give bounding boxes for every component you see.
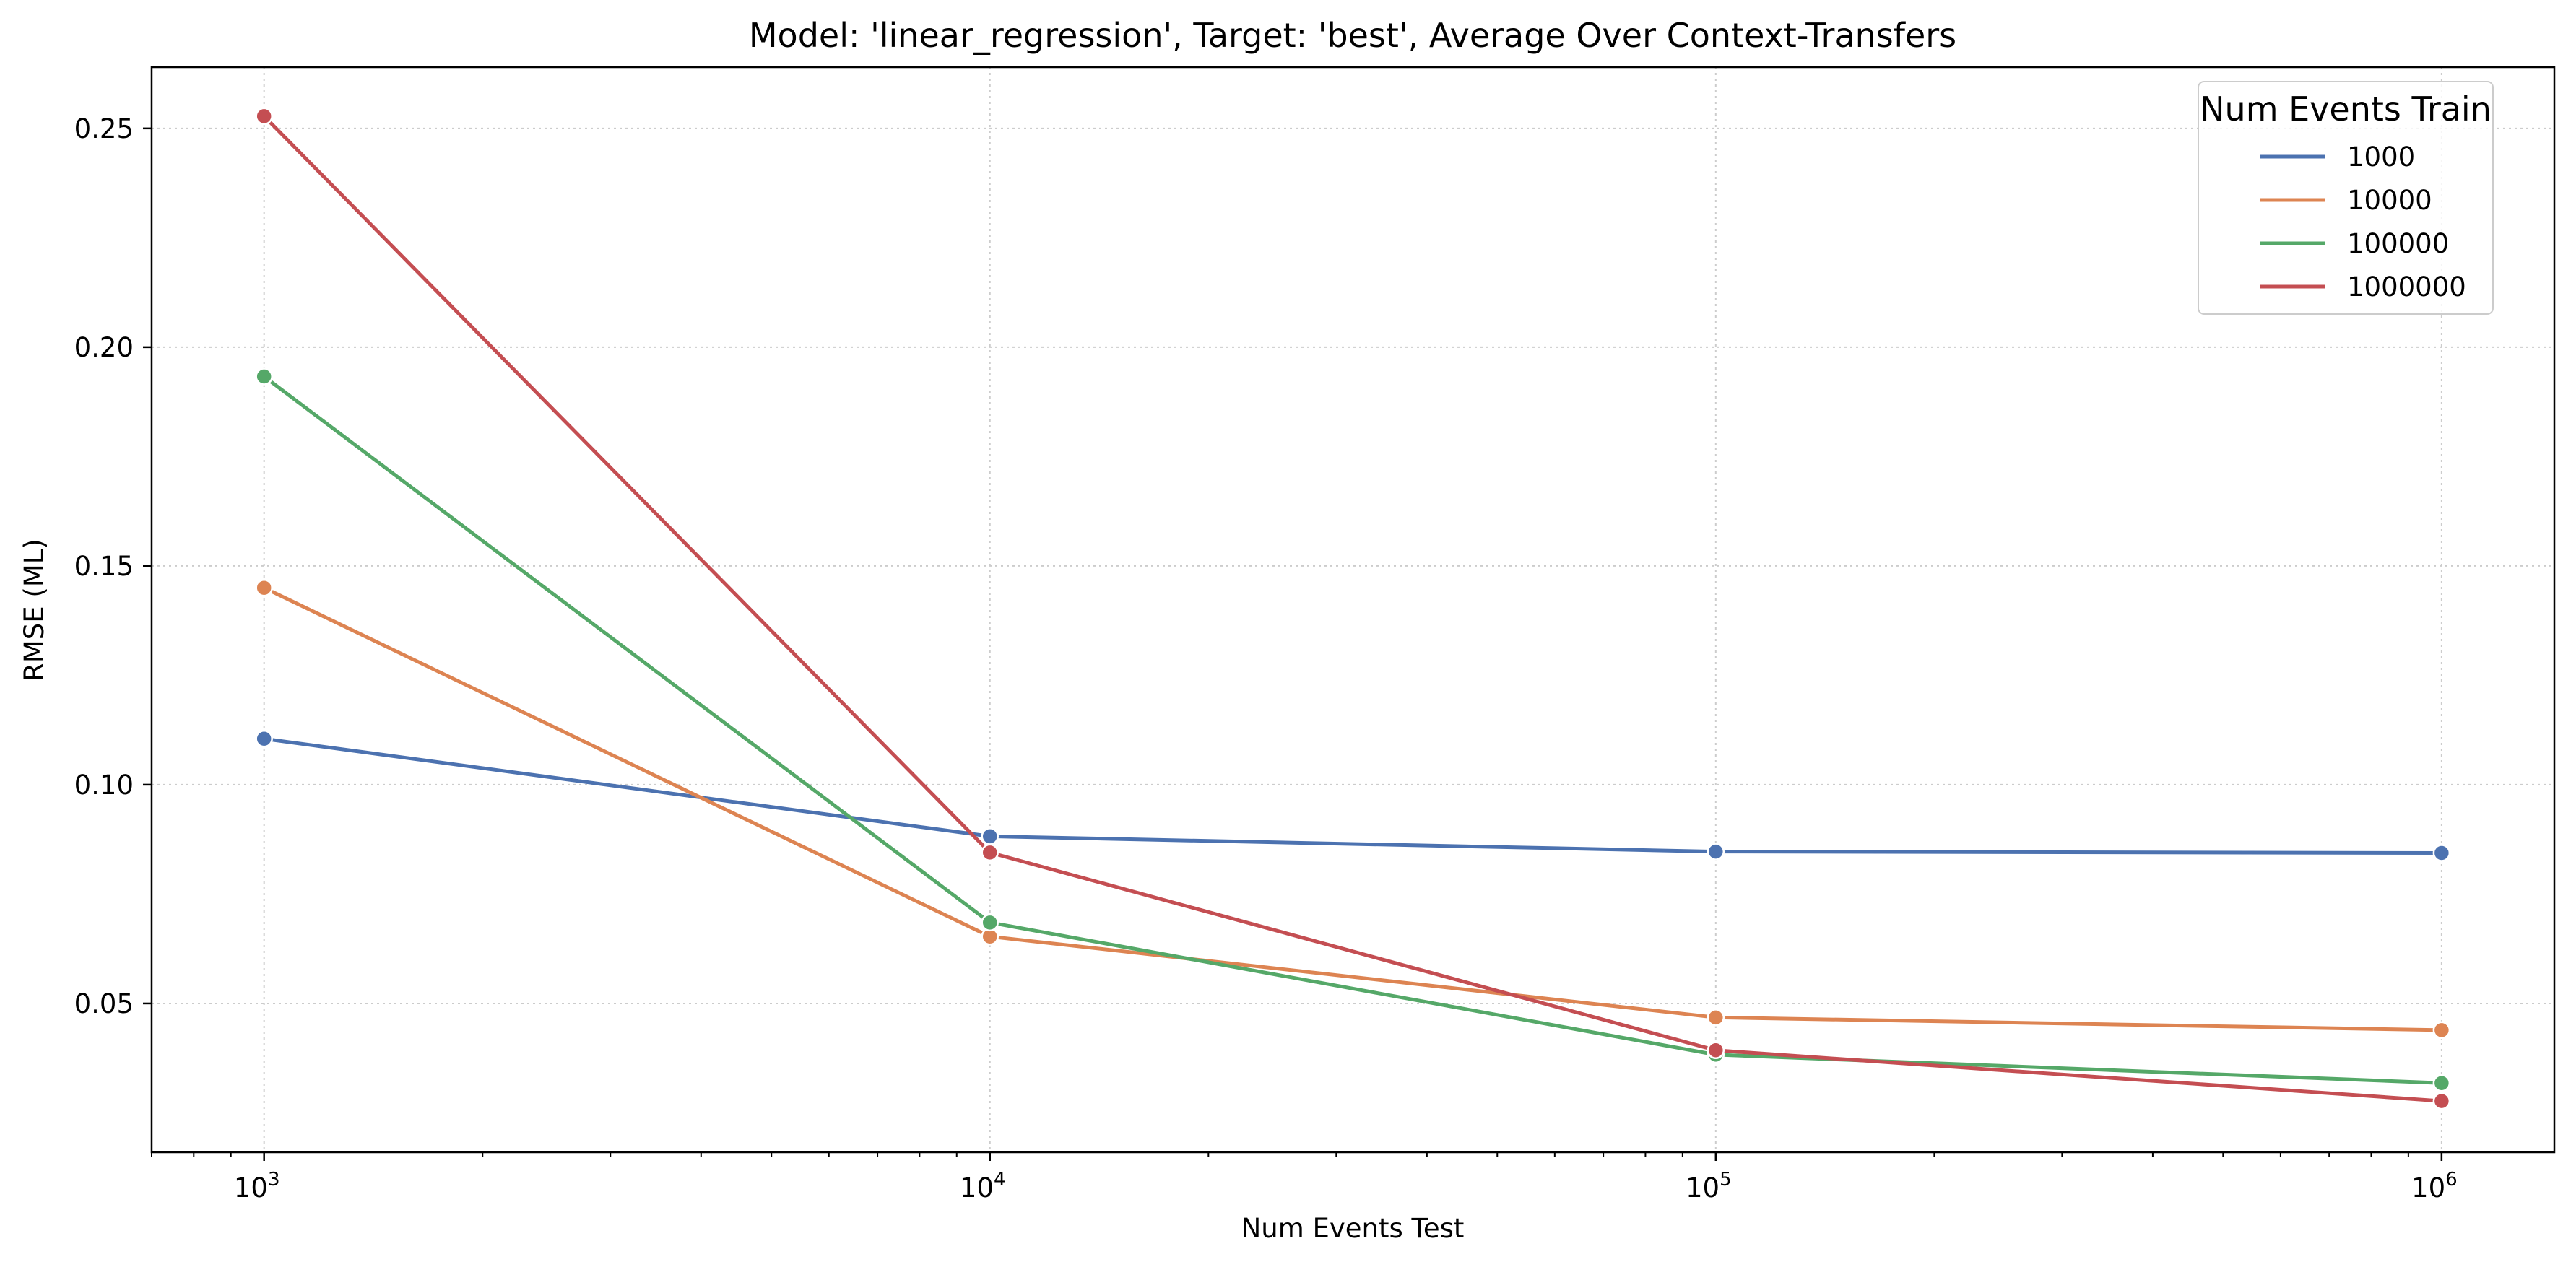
x-tick-label: 103 [234, 1169, 280, 1203]
y-axis-label: RMSE (ML) [19, 539, 50, 682]
x-tick-label: 105 [1686, 1169, 1732, 1203]
y-tick-label: 0.10 [74, 770, 134, 801]
data-point-1000 [255, 730, 273, 748]
y-tick-label: 0.25 [74, 113, 134, 144]
plot-frame [150, 66, 2556, 1154]
series-line-1000 [262, 736, 2444, 855]
data-point-100000 [981, 913, 999, 932]
data-point-1000 [1707, 843, 1725, 861]
data-point-1000 [981, 827, 999, 845]
y-axis-ticks: 0.05 0.10 0.15 0.20 0.25 [74, 113, 152, 1019]
legend-items: 1000 10000 100000 1000000 [2260, 141, 2466, 302]
data-point-10000 [1707, 1009, 1725, 1027]
data-point-1000000 [2432, 1092, 2451, 1110]
data-point-10000 [2432, 1021, 2451, 1040]
legend-label-100000: 100000 [2347, 228, 2449, 259]
legend-box [2198, 81, 2494, 315]
legend-title: Num Events Train [2200, 90, 2492, 129]
legend-label-1000: 1000 [2347, 141, 2415, 173]
y-tick-label: 0.15 [74, 551, 134, 582]
x-tick-label: 104 [960, 1169, 1006, 1203]
y-tick-label: 0.05 [74, 988, 134, 1019]
legend-label-10000: 10000 [2347, 185, 2432, 216]
data-point-1000000 [255, 107, 273, 126]
x-axis-ticks: 103 104 105 106 [151, 1152, 2458, 1203]
data-point-1000 [2432, 844, 2451, 862]
series-line-1000000 [262, 114, 2444, 1103]
data-point-1000000 [1707, 1041, 1725, 1060]
series-line-100000 [262, 375, 2444, 1085]
x-tick-label: 106 [2411, 1169, 2458, 1203]
data-point-100000 [255, 367, 273, 386]
data-point-10000 [255, 578, 273, 597]
y-tick-label: 0.20 [74, 332, 134, 363]
data-points [255, 107, 2451, 1110]
data-point-1000000 [981, 843, 999, 862]
data-point-100000 [2432, 1074, 2451, 1092]
legend-label-1000000: 1000000 [2347, 271, 2466, 302]
series-lines [262, 114, 2444, 1103]
legend: Num Events Train 1000 10000 100000 1000000 [2198, 81, 2494, 315]
chart-title: Model: 'linear_regression', Target: 'bes… [749, 16, 1956, 55]
series-line-10000 [262, 585, 2444, 1032]
x-axis-label: Num Events Test [1241, 1213, 1465, 1244]
